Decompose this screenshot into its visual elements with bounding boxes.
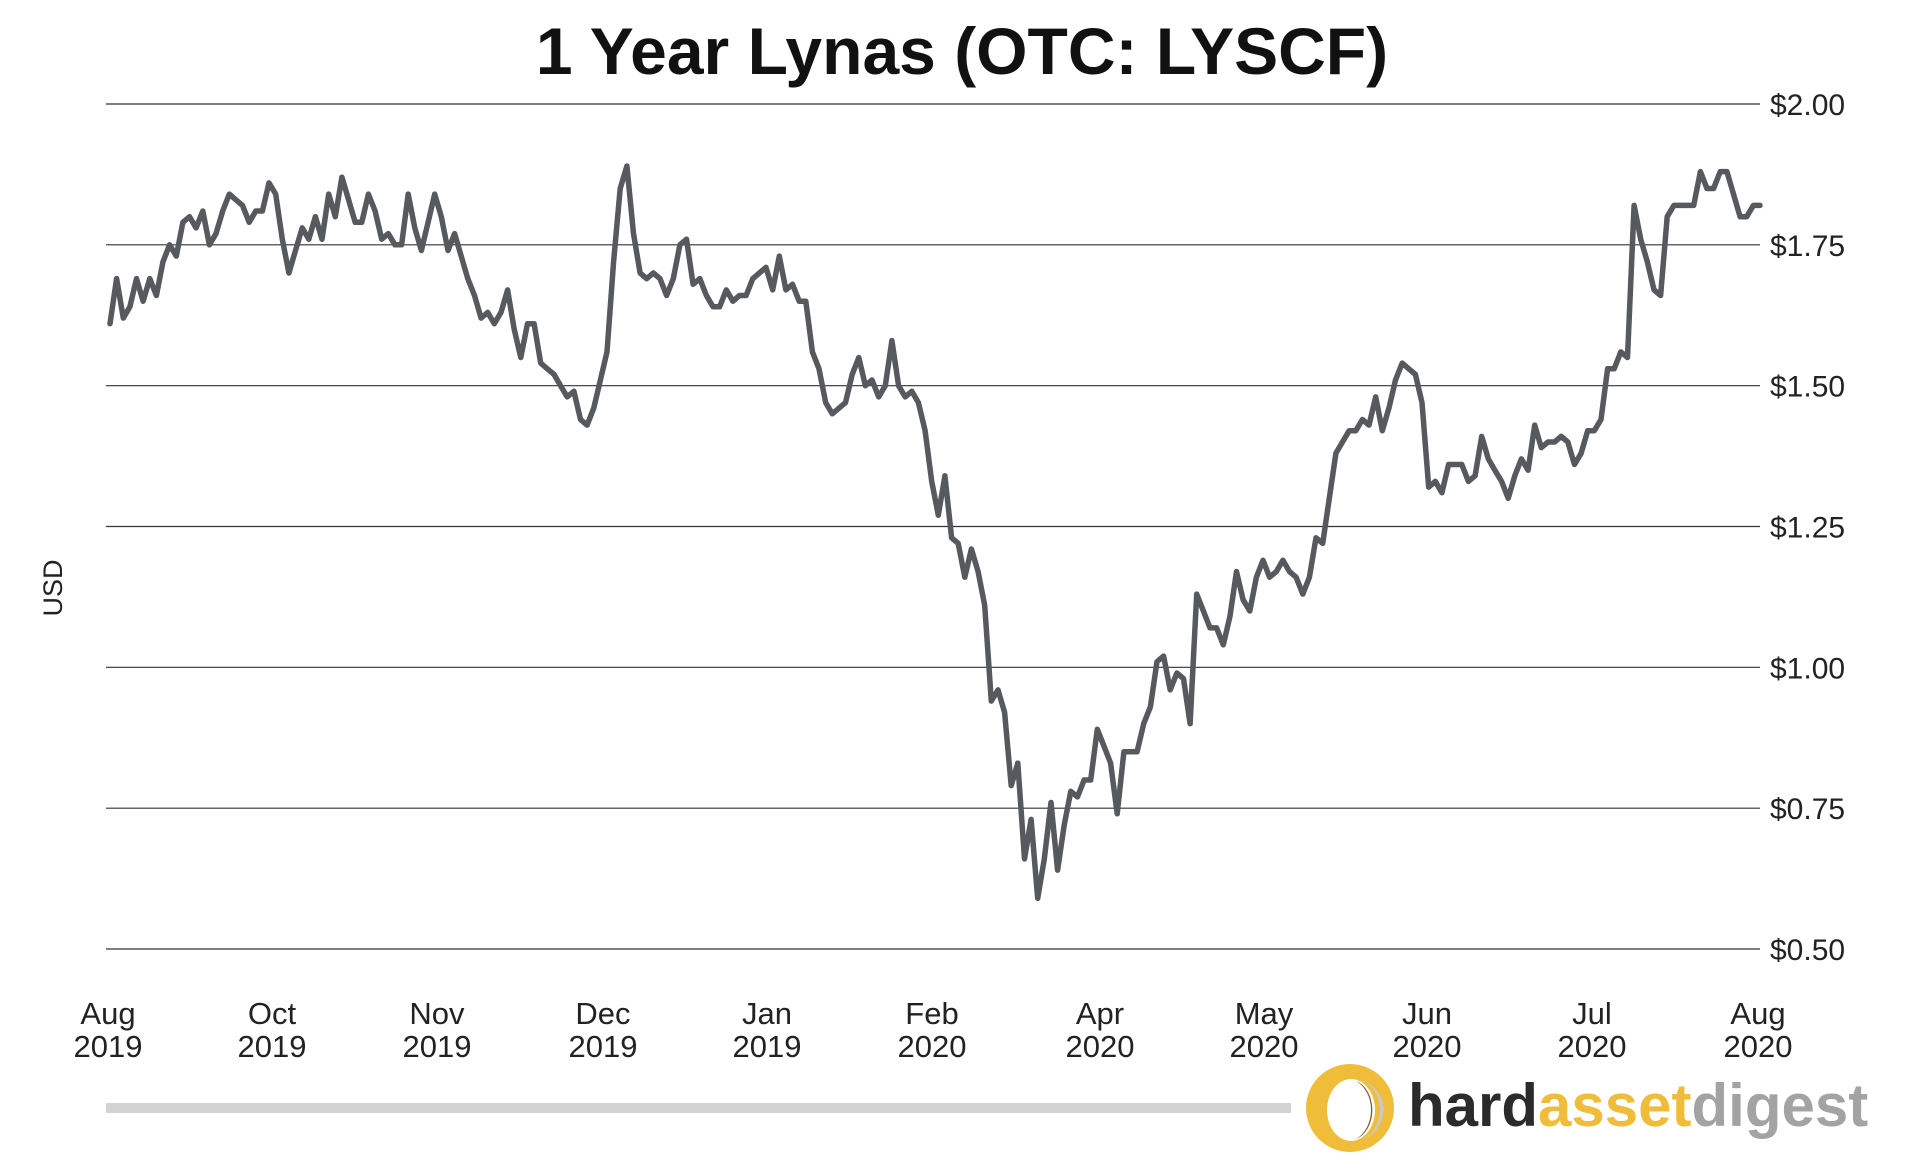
y-axis-label: USD xyxy=(38,559,68,616)
svg-text:2020: 2020 xyxy=(1558,1029,1627,1064)
svg-text:Oct: Oct xyxy=(248,996,297,1031)
svg-text:Nov: Nov xyxy=(409,996,465,1031)
svg-text:May: May xyxy=(1235,996,1294,1031)
brand-word-hard: hard xyxy=(1408,1072,1538,1139)
svg-text:2019: 2019 xyxy=(238,1029,307,1064)
chart-title: 1 Year Lynas (OTC: LYSCF) xyxy=(536,14,1388,88)
svg-text:Feb: Feb xyxy=(905,996,958,1031)
svg-text:2020: 2020 xyxy=(1393,1029,1462,1064)
price-series-line xyxy=(107,163,1763,902)
svg-text:2020: 2020 xyxy=(898,1029,967,1064)
svg-text:2019: 2019 xyxy=(74,1029,143,1064)
svg-text:2019: 2019 xyxy=(569,1029,638,1064)
gridlines xyxy=(106,103,1760,950)
svg-text:Dec: Dec xyxy=(575,996,630,1031)
svg-text:Aug: Aug xyxy=(1730,996,1785,1031)
y-tick-label: $1.00 xyxy=(1770,652,1845,685)
svg-text:2020: 2020 xyxy=(1724,1029,1793,1064)
svg-text:2019: 2019 xyxy=(403,1029,472,1064)
svg-text:Apr: Apr xyxy=(1076,996,1124,1031)
svg-text:Jun: Jun xyxy=(1402,996,1452,1031)
svg-text:Jan: Jan xyxy=(742,996,792,1031)
footer-divider xyxy=(106,1103,1291,1113)
y-tick-label: $0.75 xyxy=(1770,793,1845,826)
brand-logo: hardassetdigest xyxy=(1306,1064,1868,1152)
brand-word-digest: digest xyxy=(1692,1072,1869,1139)
y-tick-label: $1.25 xyxy=(1770,512,1845,545)
brand-word-asset: asset xyxy=(1538,1072,1691,1139)
y-tick-label: $2.00 xyxy=(1770,89,1845,122)
series-layer xyxy=(107,163,1763,902)
svg-text:2019: 2019 xyxy=(733,1029,802,1064)
brand-wordmark: hardassetdigest xyxy=(1408,1072,1868,1139)
svg-text:Aug: Aug xyxy=(80,996,135,1031)
y-tick-label: $0.50 xyxy=(1770,934,1845,967)
svg-text:2020: 2020 xyxy=(1066,1029,1135,1064)
svg-text:2020: 2020 xyxy=(1230,1029,1299,1064)
y-axis-ticks: $0.50 $0.75 $1.00 $1.25 $1.50 $1.75 $2.00 xyxy=(1770,89,1845,967)
y-tick-label: $1.75 xyxy=(1770,230,1845,263)
x-axis-ticks: Aug2019Oct2019Nov2019Dec2019Jan2019Feb20… xyxy=(74,996,1793,1064)
svg-text:Jul: Jul xyxy=(1572,996,1612,1031)
y-tick-label: $1.50 xyxy=(1770,371,1845,404)
logo-mark-icon xyxy=(1306,1064,1394,1152)
